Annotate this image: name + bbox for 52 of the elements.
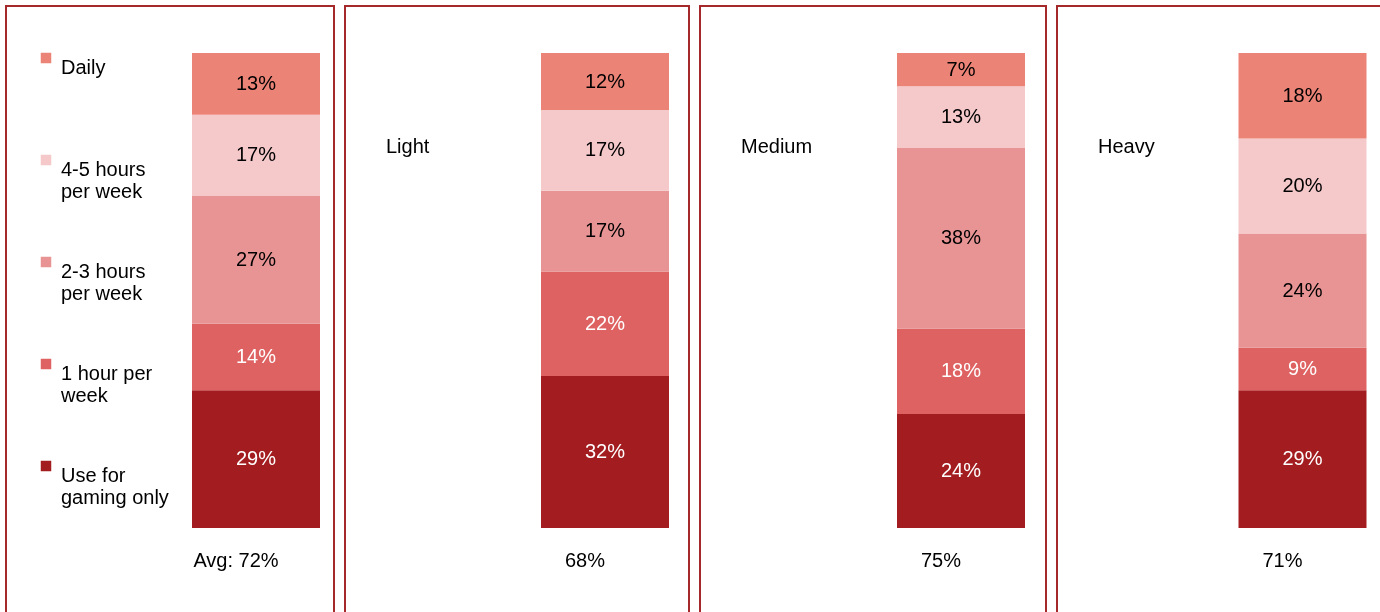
bar xyxy=(541,190,669,272)
legend-label: 1 hour per week xyxy=(60,362,153,406)
bar xyxy=(897,86,1025,148)
bar xyxy=(897,414,1025,528)
bar xyxy=(1238,138,1367,234)
legend-label: Use for gaming only xyxy=(61,464,169,508)
bar xyxy=(192,114,320,196)
x-tick-label: 68% xyxy=(564,548,606,571)
bar xyxy=(1238,390,1367,528)
data-label: 7% xyxy=(946,57,976,80)
data-label: 24% xyxy=(1282,278,1323,301)
data-label: 27% xyxy=(235,247,277,270)
bar xyxy=(1238,53,1367,139)
text: Medium xyxy=(741,135,813,157)
text: Light xyxy=(386,135,430,157)
bar xyxy=(541,376,669,528)
data-label: 29% xyxy=(235,447,277,470)
text: Heavy xyxy=(1098,135,1155,157)
data-label: 13% xyxy=(235,71,277,94)
bar xyxy=(897,53,1025,87)
bar xyxy=(541,110,669,191)
data-label: 18% xyxy=(1282,83,1323,106)
data-label: 9% xyxy=(1288,356,1318,379)
data-label: 38% xyxy=(940,226,982,249)
data-label: 22% xyxy=(584,311,626,334)
data-label: 29% xyxy=(1282,447,1323,470)
data-label: 14% xyxy=(235,345,277,367)
bar xyxy=(192,195,320,324)
x-tick-label: Avg: 72% xyxy=(193,548,279,571)
data-label: 13% xyxy=(940,105,982,128)
data-label: 18% xyxy=(940,359,982,382)
bar xyxy=(192,53,320,115)
bar xyxy=(541,53,669,110)
x-tick-label: 71% xyxy=(1262,548,1303,571)
x-tick-label: 75% xyxy=(920,548,962,571)
data-label: 20% xyxy=(1282,174,1323,196)
bar xyxy=(1238,233,1367,348)
bar xyxy=(897,148,1025,329)
data-label: 17% xyxy=(584,219,626,242)
legend-label: Daily xyxy=(61,56,106,78)
data-label: 12% xyxy=(584,69,626,92)
bar xyxy=(541,271,669,376)
data-label: 17% xyxy=(235,143,277,166)
bar xyxy=(192,390,320,528)
legend-label: 4-5 hours per week xyxy=(61,158,146,202)
bar xyxy=(897,328,1025,414)
data-label: 32% xyxy=(584,440,626,462)
bar xyxy=(1238,347,1367,391)
data-label: 17% xyxy=(584,138,626,161)
data-label: 24% xyxy=(940,459,982,481)
legend-label: 2-3 hours per week xyxy=(61,260,146,304)
bar xyxy=(192,323,320,391)
